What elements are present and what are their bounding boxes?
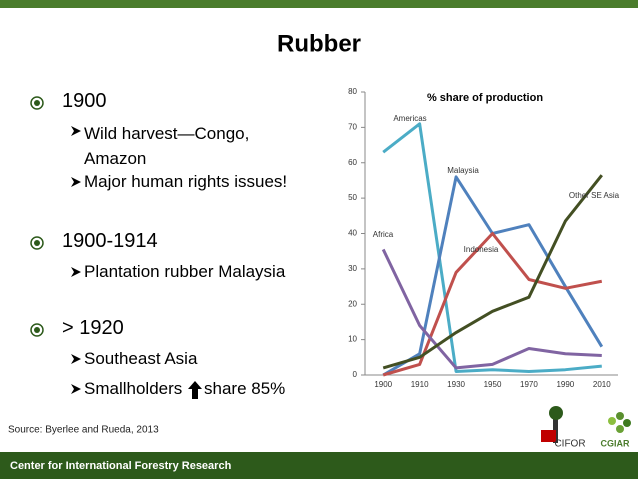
bullet: 1900 bbox=[62, 90, 107, 112]
series-line bbox=[382, 232, 603, 377]
sub-bullet: Wild harvest—Congo, Amazon bbox=[84, 124, 250, 168]
bullet-icon bbox=[30, 96, 44, 110]
x-tick-label: 1910 bbox=[411, 380, 429, 389]
y-tick-label: 70 bbox=[348, 122, 357, 131]
x-tick-label: 1930 bbox=[447, 380, 465, 389]
y-tick-label: 30 bbox=[348, 264, 357, 273]
logo-text: CGIAR bbox=[601, 438, 631, 448]
top-bar bbox=[0, 0, 638, 8]
x-tick-label: 1990 bbox=[556, 380, 574, 389]
x-tick-label: 1950 bbox=[484, 380, 502, 389]
footer-text: Center for International Forestry Resear… bbox=[10, 460, 232, 472]
y-tick-label: 0 bbox=[353, 370, 358, 379]
sub-bullet-icon bbox=[71, 126, 81, 136]
x-tick-label: 1970 bbox=[520, 380, 538, 389]
x-tick-label: 2010 bbox=[593, 380, 611, 389]
y-tick-label: 60 bbox=[348, 158, 357, 167]
sub-bullet-icon bbox=[71, 267, 81, 277]
up-arrow-icon bbox=[188, 381, 202, 399]
y-tick-label: 80 bbox=[348, 87, 357, 96]
chart-title: % share of production bbox=[427, 92, 543, 104]
cifor-logo: CIFOR bbox=[541, 406, 586, 450]
sub-bullet-icon bbox=[71, 177, 81, 187]
series-label: Other SE Asia bbox=[569, 191, 620, 200]
series-label: Americas bbox=[393, 114, 426, 123]
sub-bullet: share 85% bbox=[204, 379, 286, 398]
source: Source: Byerlee and Rueda, 2013 bbox=[8, 425, 159, 436]
sub-bullet: Southeast Asia bbox=[84, 349, 198, 368]
y-tick-label: 20 bbox=[348, 299, 357, 308]
series-label: Malaysia bbox=[447, 166, 479, 175]
sub-bullet-icon bbox=[71, 354, 81, 364]
series-label: Indonesia bbox=[464, 245, 499, 254]
sub-bullet: Plantation rubber Malaysia bbox=[84, 262, 286, 281]
series-line bbox=[382, 122, 602, 373]
bullet: > 1920 bbox=[62, 317, 124, 339]
y-tick-label: 50 bbox=[348, 193, 357, 202]
sub-bullet: Major human rights issues! bbox=[84, 172, 288, 191]
bullet-icon bbox=[30, 236, 44, 250]
series-line bbox=[382, 175, 604, 377]
y-tick-label: 10 bbox=[348, 335, 357, 344]
sub-bullet: Smallholders bbox=[84, 379, 183, 398]
x-tick-label: 1900 bbox=[374, 380, 392, 389]
slide-title: Rubber bbox=[277, 30, 361, 57]
bullet-icon bbox=[30, 323, 44, 337]
cgiar-logo: CGIAR bbox=[601, 412, 631, 448]
y-tick-label: 40 bbox=[348, 229, 357, 238]
series-line bbox=[381, 248, 602, 370]
sub-bullet-icon bbox=[71, 384, 81, 394]
logo-text: CIFOR bbox=[554, 439, 585, 450]
bullet: 1900-1914 bbox=[62, 230, 158, 252]
series-label: Africa bbox=[373, 230, 394, 239]
series-line bbox=[382, 174, 603, 370]
footer-bar bbox=[0, 452, 638, 479]
